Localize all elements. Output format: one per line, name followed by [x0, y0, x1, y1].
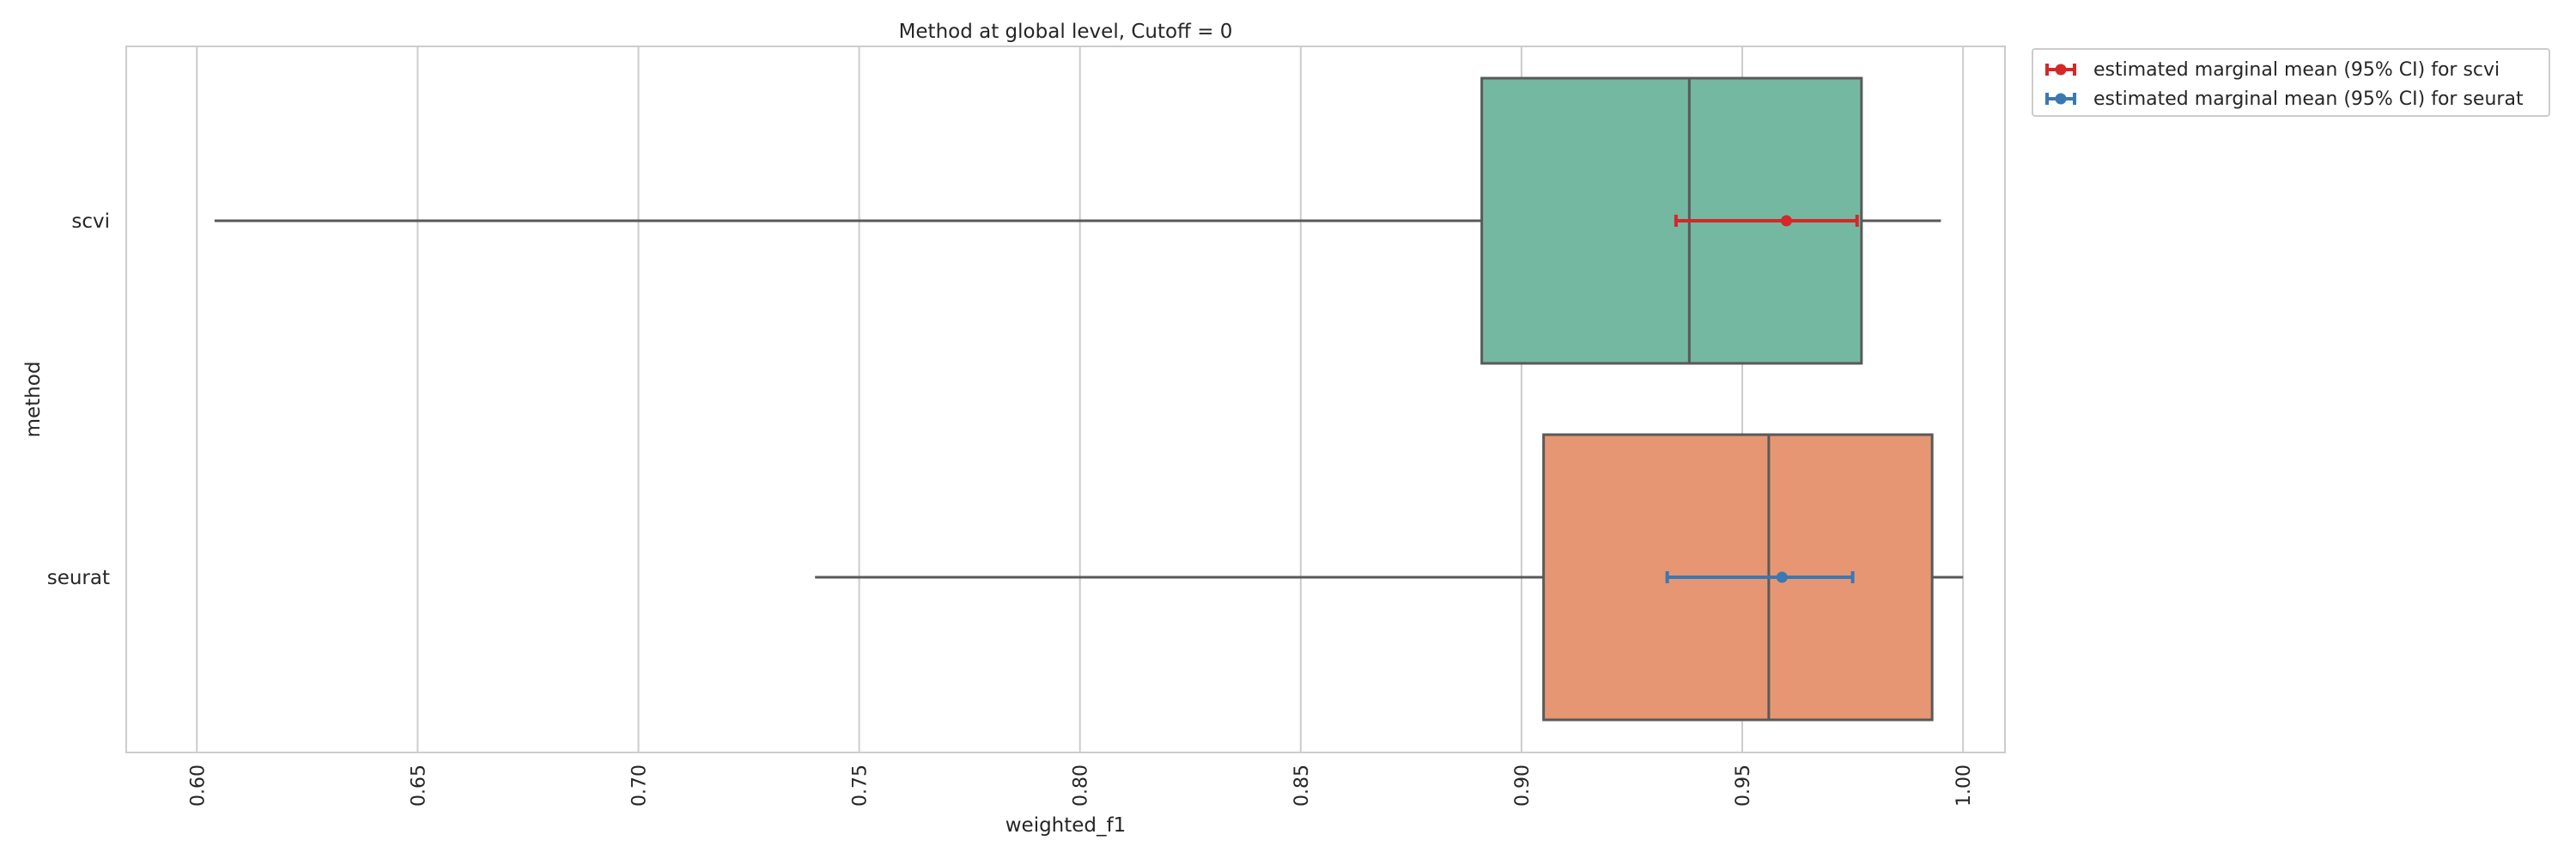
- y-axis-categories: scvi seurat: [47, 210, 110, 589]
- x-tick-label: 0.85: [1291, 765, 1313, 807]
- x-tick-label: 1.00: [1953, 765, 1975, 807]
- legend-marker-scvi: [2045, 64, 2076, 76]
- legend: estimated marginal mean (95% CI) for scv…: [2032, 48, 2550, 117]
- legend-item-seurat: estimated marginal mean (95% CI) for seu…: [2033, 84, 2524, 113]
- x-tick-label: 0.75: [850, 765, 872, 807]
- y-tick-label: scvi: [71, 210, 110, 233]
- legend-label-seurat: estimated marginal mean (95% CI) for seu…: [2093, 88, 2524, 110]
- x-tick-label: 0.90: [1512, 765, 1534, 807]
- x-tick-label: 0.95: [1733, 765, 1754, 807]
- x-axis-ticks: 0.60 0.65 0.70 0.75 0.80 0.85 0.90 0.95 1.00: [187, 765, 1975, 807]
- x-tick-label: 0.80: [1071, 765, 1092, 807]
- y-tick-label: seurat: [47, 567, 110, 589]
- y-axis-label: method: [22, 362, 45, 438]
- x-tick-label: 0.60: [187, 765, 209, 807]
- mean-point-seurat: [1776, 571, 1788, 583]
- x-tick-label: 0.65: [408, 765, 429, 807]
- chart-title: Method at global level, Cutoff = 0: [899, 21, 1233, 43]
- mean-point-scvi: [1780, 215, 1792, 227]
- error-bars: [1665, 215, 1859, 583]
- legend-label-scvi: estimated marginal mean (95% CI) for scv…: [2093, 58, 2500, 81]
- legend-marker-seurat: [2045, 93, 2076, 105]
- grid-lines: [196, 46, 1965, 752]
- x-tick-label: 0.70: [629, 765, 650, 807]
- x-axis-label: weighted_f1: [1005, 814, 1127, 837]
- legend-item-scvi: estimated marginal mean (95% CI) for scv…: [2033, 55, 2500, 84]
